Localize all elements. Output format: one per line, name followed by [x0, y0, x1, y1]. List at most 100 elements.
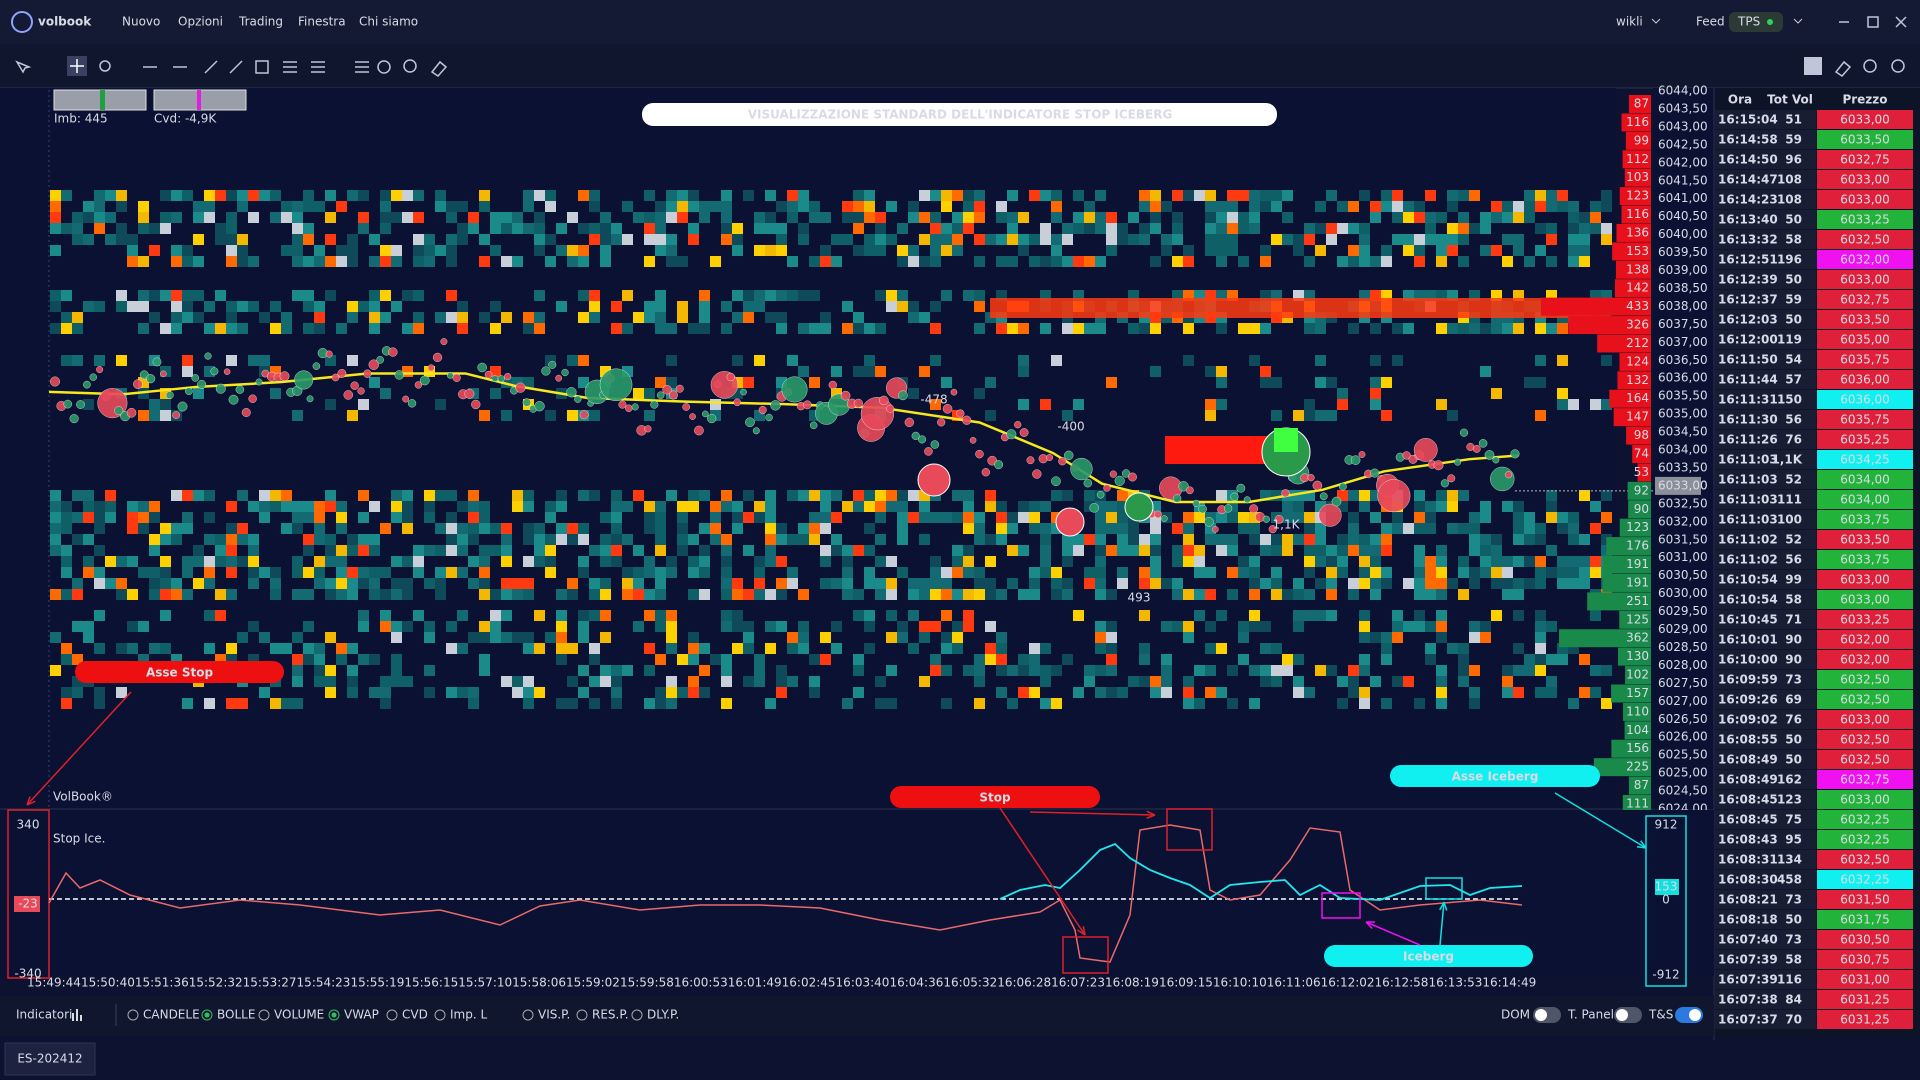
heat-cell	[765, 545, 776, 556]
heat-cell	[501, 578, 512, 589]
toggle-knob[interactable]	[1616, 1009, 1628, 1021]
tool-comment[interactable]	[403, 59, 417, 73]
heat-cell	[633, 212, 644, 223]
option-radio[interactable]	[258, 1009, 270, 1021]
heat-cell	[292, 512, 303, 523]
tab[interactable]	[4, 1042, 96, 1076]
heat-cell	[1304, 567, 1315, 578]
option-radio[interactable]	[328, 1009, 340, 1021]
menu-item[interactable]: Chi siamo	[359, 15, 418, 29]
heat-cell	[1447, 245, 1458, 256]
heat-cell	[226, 212, 237, 223]
heat-cell	[347, 665, 358, 676]
heat-cell	[1106, 223, 1117, 234]
heat-cell	[864, 355, 875, 366]
toolbar-icons[interactable]	[15, 16, 1907, 77]
trade-bubble	[1433, 460, 1444, 471]
heat-cell	[1535, 534, 1546, 545]
menu-item[interactable]: Finestra	[298, 15, 346, 29]
heat-cell	[699, 567, 710, 578]
option-radio[interactable]	[631, 1009, 643, 1021]
heat-cell	[1546, 201, 1557, 212]
option-radio-dot[interactable]	[331, 1012, 337, 1018]
tool-pointer[interactable]	[15, 60, 32, 74]
menu-item[interactable]: Opzioni	[178, 15, 223, 29]
option-label[interactable]: DLY.P.	[647, 1008, 679, 1022]
trade-bubble	[1440, 479, 1449, 488]
heat-cell	[1040, 523, 1051, 534]
tool-timer[interactable]	[377, 60, 391, 74]
heat-cell	[721, 190, 732, 201]
option-radio[interactable]	[434, 1009, 446, 1021]
trade-bubble	[522, 398, 531, 407]
tool-record[interactable]	[1863, 59, 1877, 73]
option-radio[interactable]	[201, 1009, 213, 1021]
tool-zoom[interactable]	[99, 60, 111, 72]
heat-cell	[127, 501, 138, 512]
tool-eraser-right[interactable]	[1834, 60, 1852, 77]
tool-cross[interactable]	[70, 59, 84, 73]
option-radio[interactable]	[522, 1009, 534, 1021]
option-radio-dot[interactable]	[204, 1012, 210, 1018]
option-label[interactable]: VWAP	[344, 1008, 379, 1022]
heat-cell	[160, 523, 171, 534]
heat-cell	[94, 687, 105, 698]
tool-set[interactable]	[143, 60, 369, 74]
heat-cell	[1568, 223, 1579, 234]
trade-bubble	[160, 370, 167, 378]
heat-cell	[809, 490, 820, 501]
heat-cell	[116, 223, 127, 234]
user-chevron[interactable]	[1651, 18, 1661, 24]
tab-label[interactable]: ES-202412	[17, 1052, 82, 1066]
trade-bubble	[942, 404, 953, 414]
heat-cell	[182, 290, 193, 301]
option-label[interactable]: CVD	[402, 1008, 428, 1022]
heat-cell	[1150, 578, 1161, 589]
heat-cell	[1513, 556, 1524, 567]
indicators-icon[interactable]	[72, 1009, 82, 1021]
window-controls[interactable]	[1839, 16, 1907, 28]
toggle-knob[interactable]	[1535, 1009, 1547, 1021]
heat-cell	[534, 523, 545, 534]
heat-cell	[875, 501, 886, 512]
heat-cell	[468, 578, 479, 589]
heat-cell	[1535, 687, 1546, 698]
profile-label: 156	[1626, 741, 1649, 755]
ts-price: 6030,50	[1840, 933, 1890, 947]
user-name[interactable]: wikli	[1616, 15, 1643, 29]
option-label[interactable]: RES.P.	[592, 1008, 629, 1022]
heat-cell	[1491, 212, 1502, 223]
option-radio[interactable]	[576, 1009, 588, 1021]
heat-cell	[215, 234, 226, 245]
option-radio[interactable]	[127, 1009, 139, 1021]
tool-settings[interactable]	[1891, 59, 1905, 73]
tool-eraser[interactable]	[430, 60, 448, 77]
heat-cell	[941, 567, 952, 578]
heat-cell	[182, 245, 193, 256]
option-label[interactable]: Imp. L	[450, 1008, 487, 1022]
trade-bubble	[515, 382, 526, 393]
toggle-label[interactable]: T&S	[1648, 1008, 1673, 1022]
option-label[interactable]: BOLLE	[217, 1008, 255, 1022]
indicators-button[interactable]: Indicatori	[16, 1008, 72, 1022]
option-radio[interactable]	[386, 1009, 398, 1021]
heat-cell	[754, 556, 765, 567]
menu-item[interactable]: Nuovo	[122, 15, 160, 29]
option-label[interactable]: VOLUME	[274, 1008, 324, 1022]
heat-cell	[1414, 201, 1425, 212]
profile-bar	[1602, 573, 1651, 592]
option-label[interactable]: VIS.P.	[538, 1008, 570, 1022]
toggle-knob[interactable]	[1689, 1009, 1701, 1021]
heat-cell	[1436, 589, 1447, 600]
heat-cell	[842, 578, 853, 589]
heat-cell	[908, 312, 919, 323]
heat-cell	[50, 589, 61, 600]
toggle-label[interactable]: DOM	[1501, 1008, 1530, 1022]
heat-cell	[347, 234, 358, 245]
option-label[interactable]: CANDELE	[143, 1008, 200, 1022]
ts-vol: 50	[1785, 273, 1802, 287]
tool-dollar[interactable]	[1804, 57, 1822, 75]
toggle-label[interactable]: T. Panel	[1567, 1008, 1614, 1022]
menu-item[interactable]: Trading	[238, 15, 283, 29]
feed-chevron[interactable]	[1793, 18, 1803, 24]
